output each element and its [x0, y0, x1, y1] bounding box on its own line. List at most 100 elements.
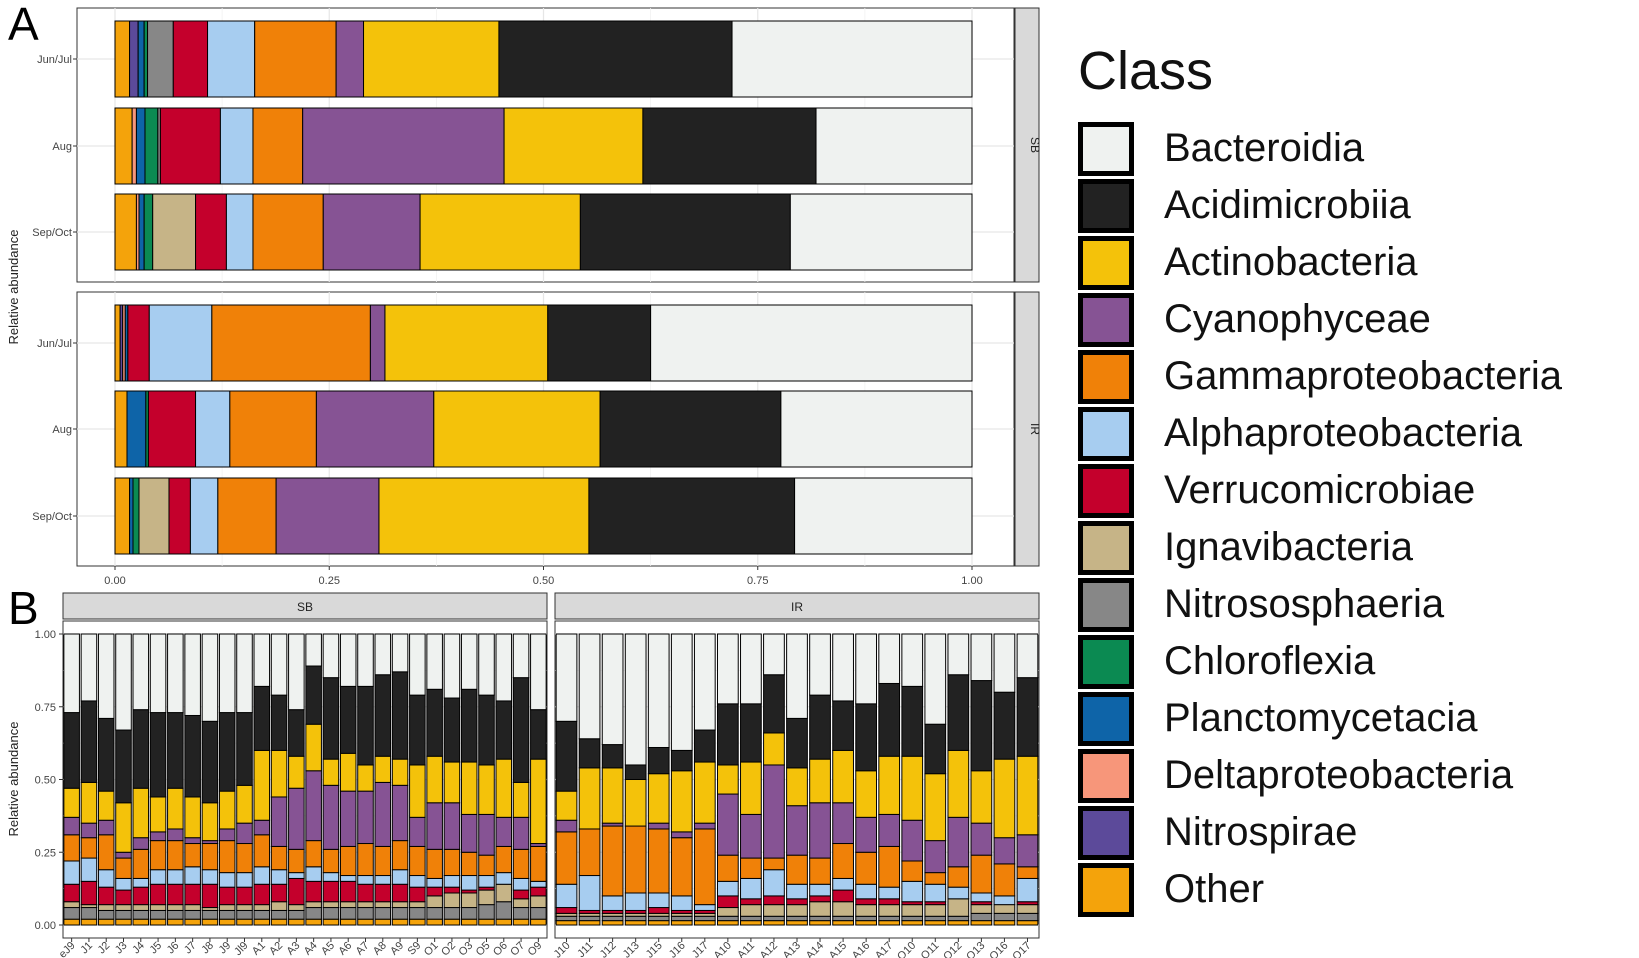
bar-segment-acidimicrobiia: [579, 193, 791, 271]
bar-segment-alphaproteobacteria: [670, 895, 693, 911]
bar-segment-other: [97, 918, 115, 926]
bar-segment-ignavibacteria: [512, 898, 530, 909]
bar-sb-j8: [201, 633, 219, 926]
bar-segment-actinobacteria: [132, 787, 150, 839]
facet-strip: [554, 592, 1040, 620]
bar-segment-actinobacteria: [503, 107, 644, 185]
bar-segment-alphaproteobacteria: [374, 875, 392, 885]
bar-segment-other: [114, 304, 121, 382]
bar-segment-bacteroidia: [97, 633, 115, 719]
bar-segment-acidimicrobiia: [115, 729, 132, 804]
bar-segment-other: [530, 918, 547, 926]
x-tick-label: A5: [319, 940, 337, 958]
bar-segment-ignavibacteria: [63, 901, 80, 909]
bar-segment-other: [809, 920, 831, 926]
bar-segment-nitrososphaeria: [555, 915, 578, 922]
bar-segment-gammaproteobacteria: [218, 840, 236, 874]
bar-sb-a2: [270, 633, 288, 926]
bar-segment-cyanophyceae: [288, 787, 305, 850]
bar-segment-verrucomicrobiae: [374, 883, 392, 903]
bar-ir-a17: [878, 633, 901, 926]
bar-ir-o10: [901, 633, 924, 926]
bar-segment-acidimicrobiia: [339, 685, 357, 754]
bar-segment-alphaproteobacteria: [189, 477, 219, 555]
bar-segment-ignavibacteria: [138, 477, 170, 555]
bar-segment-cyanophyceae: [315, 390, 435, 468]
bar-segment-other: [114, 20, 131, 98]
bar-segment-actinobacteria: [624, 779, 647, 827]
bar-segment-other: [184, 918, 201, 926]
bar-segment-ignavibacteria: [167, 904, 184, 911]
bar-segment-other: [693, 920, 716, 926]
bar-segment-other: [149, 918, 167, 926]
bar-segment-bacteroidia: [530, 633, 547, 711]
bar-segment-gammaproteobacteria: [693, 828, 716, 906]
bar-segment-gammaproteobacteria: [254, 20, 337, 98]
bar-segment-cyanophyceae: [302, 107, 505, 185]
bar-segment-nitrososphaeria: [901, 915, 924, 922]
bar-segment-alphaproteobacteria: [148, 304, 213, 382]
bar-sb-sep-oct: [114, 193, 973, 271]
bar-segment-bacteroidia: [409, 633, 426, 696]
bar-segment-verrucomicrobiae: [195, 193, 227, 271]
legend-label: Planctomycetacia: [1164, 696, 1478, 740]
bar-segment-cyanophyceae: [322, 784, 340, 850]
bar-ir-aug: [114, 390, 973, 468]
bar-segment-deltaproteobacteria: [131, 107, 137, 185]
bar-segment-verrucomicrobiae: [809, 895, 831, 903]
bar-segment-actinobacteria: [426, 755, 443, 804]
bar-segment-actinobacteria: [236, 784, 253, 824]
bar-segment-cyanophyceae: [270, 796, 288, 847]
bar-segment-nitrososphaeria: [1016, 912, 1039, 922]
bar-segment-chloroflexia: [143, 20, 149, 98]
bar-segment-actinobacteria: [374, 755, 392, 783]
bar-ir-jun-jul: [114, 304, 973, 382]
bar-segment-nitrososphaeria: [322, 907, 340, 920]
bar-segment-alphaproteobacteria: [1016, 877, 1039, 903]
bar-segment-cyanophyceae: [740, 813, 762, 859]
legend-item-gammaproteobacteria: Gammaproteobacteria: [1078, 348, 1618, 405]
bar-sb-j9: [218, 633, 236, 926]
bar-segment-gammaproteobacteria: [80, 837, 98, 859]
legend-key-deltaproteobacteria: [1078, 748, 1134, 803]
legend-item-actinobacteria: Actinobacteria: [1078, 234, 1618, 291]
bar-segment-acidimicrobiia: [647, 746, 670, 775]
bar-segment-alphaproteobacteria: [763, 869, 785, 897]
bar-segment-bacteroidia: [855, 633, 878, 705]
bar-segment-actinobacteria: [460, 761, 478, 815]
bar-ir-a11: [740, 633, 762, 926]
bar-segment-actinobacteria: [363, 20, 500, 98]
bar-segment-cyanophyceae: [369, 304, 386, 382]
bar-segment-alphaproteobacteria: [149, 869, 167, 885]
bar-segment-gammaproteobacteria: [832, 843, 854, 879]
bar-segment-acidimicrobiia: [288, 709, 305, 757]
bar-segment-ignavibacteria: [184, 904, 201, 911]
bar-segment-cyanophyceae: [97, 819, 115, 836]
x-tick-label: J15: [644, 940, 665, 958]
x-tick-label: O2: [439, 940, 458, 958]
x-tick-label: Jl9: [232, 940, 250, 958]
bar-sb-ej9: [63, 633, 80, 926]
bar-segment-cyanophyceae: [339, 790, 357, 847]
bar-sb-j6: [167, 633, 184, 926]
bar-segment-actinobacteria: [901, 755, 924, 821]
bar-segment-cyanophyceae: [832, 802, 854, 845]
bar-segment-acidimicrobiia: [253, 685, 271, 751]
bar-segment-actinobacteria: [555, 790, 578, 821]
bar-segment-verrucomicrobiae: [339, 880, 357, 903]
bar-ir-j15: [647, 633, 670, 926]
bar-segment-nitrososphaeria: [878, 915, 901, 922]
bar-segment-acidimicrobiia: [993, 691, 1016, 760]
bar-segment-alphaproteobacteria: [97, 869, 115, 888]
legend-label: Ignavibacteria: [1164, 525, 1414, 569]
bar-segment-cyanophyceae: [1016, 834, 1039, 868]
bar-segment-actinobacteria: [253, 749, 271, 821]
bar-segment-cyanophyceae: [409, 816, 426, 847]
bar-segment-bacteroidia: [201, 633, 219, 722]
bar-segment-gammaproteobacteria: [253, 834, 271, 868]
bar-segment-ignavibacteria: [409, 901, 426, 909]
bar-segment-gammaproteobacteria: [322, 848, 340, 874]
bar-ir-a12: [763, 633, 785, 926]
x-tick-label: O3: [456, 940, 475, 958]
